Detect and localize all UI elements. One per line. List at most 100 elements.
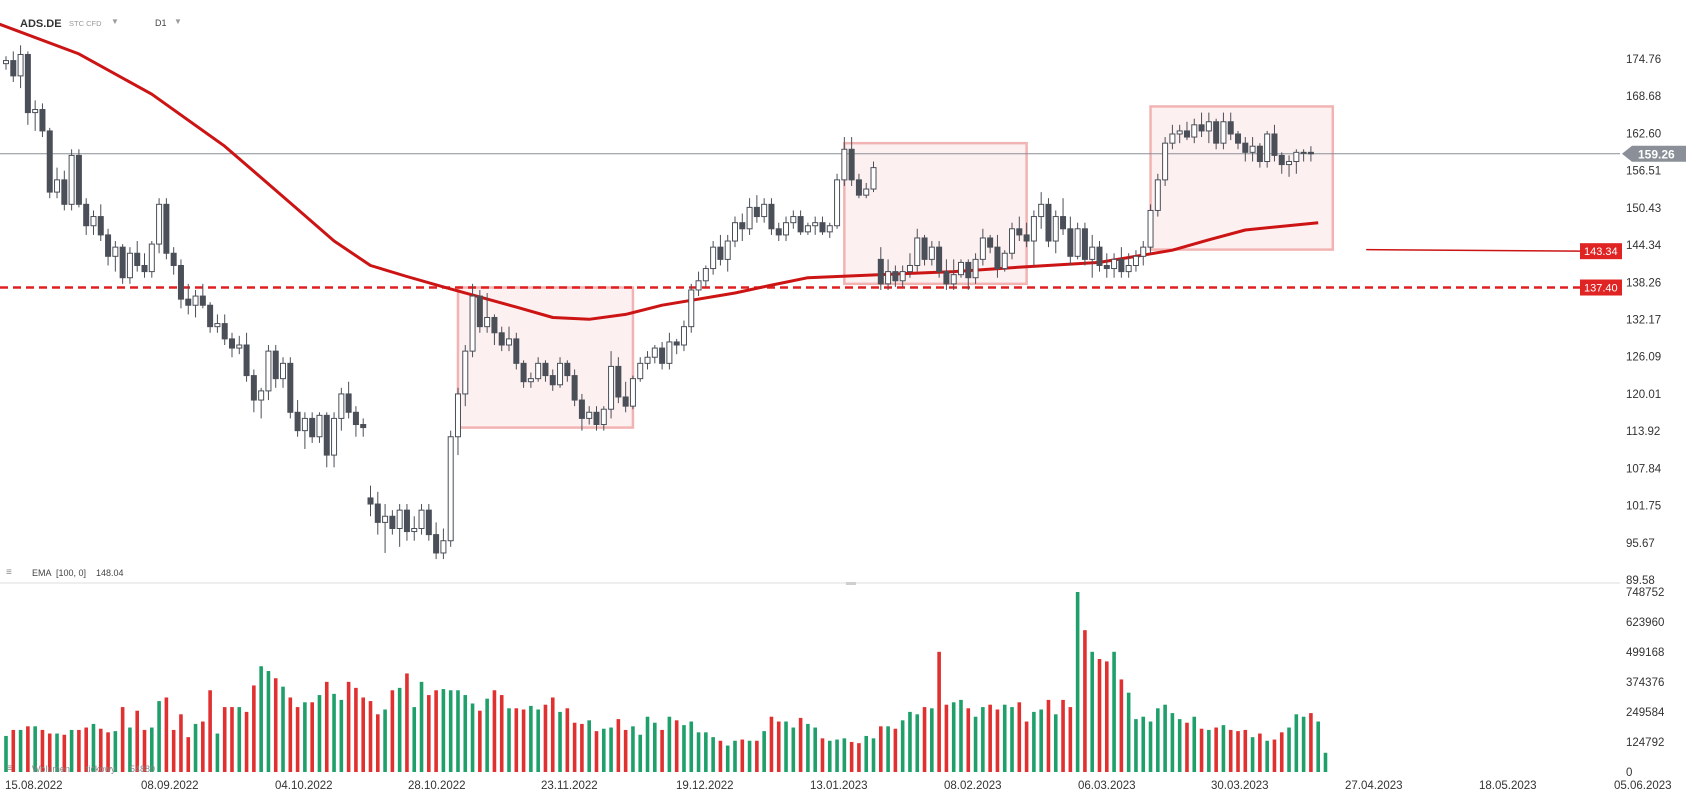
candle-body <box>936 246 943 273</box>
volume-bar <box>135 710 140 772</box>
candle <box>68 149 75 211</box>
volume-settings-icon[interactable]: ≡ <box>6 763 12 774</box>
symbol-dropdown-icon[interactable]: ▼ <box>111 17 119 26</box>
candle-body <box>732 222 738 242</box>
volume-bar <box>26 726 30 772</box>
volume-bar <box>273 678 278 772</box>
candle-body <box>126 252 133 279</box>
volume-bar <box>689 721 694 772</box>
volume-bar <box>930 708 934 772</box>
volume-bar <box>908 711 912 772</box>
volume-bar <box>33 726 37 772</box>
price-tick-label: 132.17 <box>1626 315 1661 327</box>
volume-bar <box>383 709 387 772</box>
volume-bar <box>128 727 132 772</box>
chart-header: ADS.DE STC CFD ▼ D1 ▼ <box>20 17 182 30</box>
volume-bar <box>1032 711 1036 772</box>
volume-bar <box>769 716 774 772</box>
candle-body <box>396 509 403 529</box>
candle <box>979 228 986 266</box>
candle <box>972 253 979 284</box>
candle <box>768 198 775 235</box>
candle-body <box>812 222 819 227</box>
candle <box>367 485 374 517</box>
candle <box>1154 173 1161 217</box>
candle <box>105 228 112 266</box>
candle <box>207 302 214 333</box>
date-tick-label: 23.11.2022 <box>541 780 598 792</box>
candle-body <box>527 378 534 383</box>
candle-body <box>659 347 666 364</box>
volume-bar <box>55 733 59 772</box>
volume-bar <box>259 666 263 772</box>
candle <box>17 45 24 89</box>
volume-bar <box>558 711 562 772</box>
candle <box>1016 216 1023 242</box>
volume-bar <box>893 728 898 772</box>
timeframe-label[interactable]: D1 <box>155 18 167 28</box>
candle-body <box>97 216 104 236</box>
volume-bar <box>4 735 8 772</box>
candle <box>717 234 724 266</box>
date-axis[interactable]: 15.08.2022 08.09.2022 04.10.2022 28.10.2022… <box>5 780 1672 792</box>
price-tick-label: 174.76 <box>1626 54 1661 66</box>
candle <box>126 247 133 284</box>
candle <box>637 357 644 382</box>
volume-bar <box>1119 679 1124 772</box>
candle <box>1132 250 1139 272</box>
candle <box>476 289 483 333</box>
indicator-settings-icon[interactable]: ≡ <box>6 567 12 578</box>
volume-bar <box>405 673 409 772</box>
ema-legend[interactable]: ≡ EMA [100, 0] 148.04 <box>6 567 124 578</box>
candle-body <box>221 323 228 340</box>
volume-bar <box>368 701 373 772</box>
candle-body <box>389 515 396 529</box>
price-axis[interactable]: 174.76 168.68 162.60 156.51 150.43 144.34 138.… <box>1626 54 1662 587</box>
candle <box>710 241 717 275</box>
candle-body <box>309 417 316 438</box>
candle-body <box>775 228 782 236</box>
volume-bar <box>718 740 723 772</box>
candle <box>462 345 469 407</box>
candle <box>564 360 571 382</box>
candle-body <box>1081 228 1088 260</box>
candle <box>83 198 90 235</box>
candle <box>396 504 403 547</box>
symbol-label[interactable]: ADS.DE <box>20 18 62 30</box>
candle <box>659 341 666 370</box>
candle-body <box>287 362 294 413</box>
candle-body <box>1089 246 1096 260</box>
candle-body <box>1154 179 1161 211</box>
volume-bar <box>1068 707 1073 772</box>
candle-body <box>629 378 636 407</box>
volume-bar <box>77 729 81 772</box>
candle <box>593 406 600 431</box>
volume-bar <box>587 720 591 772</box>
volume-bar <box>1097 659 1102 772</box>
volume-bar <box>1287 727 1291 772</box>
volume-bar <box>215 733 220 772</box>
candle <box>506 326 513 352</box>
volume-bar <box>580 723 584 772</box>
candle-body <box>491 316 498 334</box>
volume-legend[interactable]: ≡ Wolumen tickowy 54880 <box>6 763 155 774</box>
candle <box>360 418 367 437</box>
candle <box>316 412 323 443</box>
timeframe-dropdown-icon[interactable]: ▼ <box>174 17 182 26</box>
price-tick-label: 95.67 <box>1626 538 1655 550</box>
candle-body <box>280 362 287 380</box>
candle <box>673 338 680 355</box>
volume-bar <box>813 727 817 772</box>
pane-resize-handle[interactable] <box>846 582 856 585</box>
candle-body <box>1147 209 1154 248</box>
candle <box>1089 234 1096 278</box>
price-tick-label: 113.92 <box>1626 426 1660 438</box>
candle <box>1030 210 1037 266</box>
candle-body <box>1307 151 1314 155</box>
candle-body <box>199 295 206 306</box>
candle-body <box>382 515 389 523</box>
candle-body <box>10 60 17 77</box>
volume-bar <box>857 743 861 772</box>
volume-bar <box>332 693 336 772</box>
price-tick-label: 126.09 <box>1626 352 1661 364</box>
